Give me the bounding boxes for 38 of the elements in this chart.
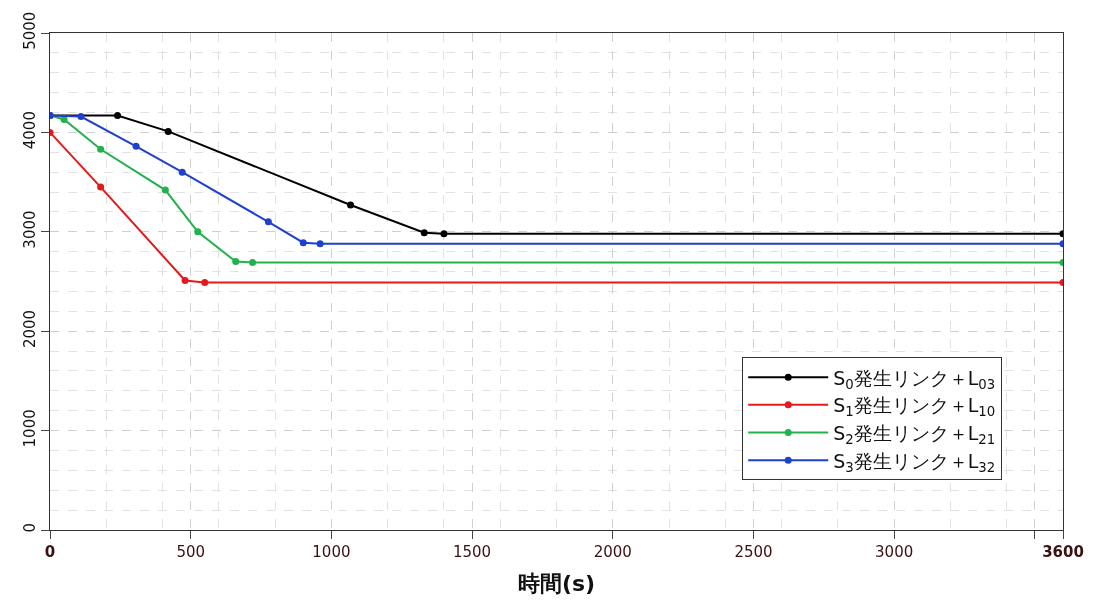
point [164,127,172,135]
point [347,201,355,209]
y-tick-label: 1000 [21,409,39,448]
x-tick-label: 3600 [1042,543,1084,561]
x-tick-label: 3000 [875,543,914,561]
point [232,258,240,266]
legend-label: S$_{1}$発生リンク＋L$_{10}$ [833,394,996,420]
x-tick-label: 1000 [312,543,351,561]
point [97,183,105,191]
point [194,228,202,236]
point [178,168,186,176]
x-axis-title: 時間(s) [517,570,596,596]
point [316,240,324,248]
legend-label: S$_{2}$発生リンク＋L$_{21}$ [833,421,996,447]
point [77,113,85,120]
point [132,142,140,150]
y-tick-label: 2000 [21,309,39,349]
legend-label: S$_{0}$発生リンク＋L$_{03}$ [833,366,996,392]
point [97,145,105,153]
y-tick-label: 0 [21,522,39,533]
point [114,112,122,119]
x-tick-label: 500 [176,543,206,561]
y-tick-label: 4000 [21,111,39,150]
x-tick-label: 0 [44,543,56,561]
point [181,277,189,285]
y-tick-label: 5000 [21,11,39,50]
x-tick-label: 1500 [452,543,492,561]
point [420,229,428,237]
legend-label: S$_{3}$発生リンク＋L$_{32}$ [833,449,996,475]
y-tick-label: 3000 [21,210,39,249]
point [440,230,448,238]
point [201,278,209,286]
point [299,239,307,247]
point [249,259,257,267]
point [161,186,169,194]
x-tick-label: 2000 [593,543,632,561]
point [264,218,272,226]
x-tick-label: 2500 [734,543,773,561]
